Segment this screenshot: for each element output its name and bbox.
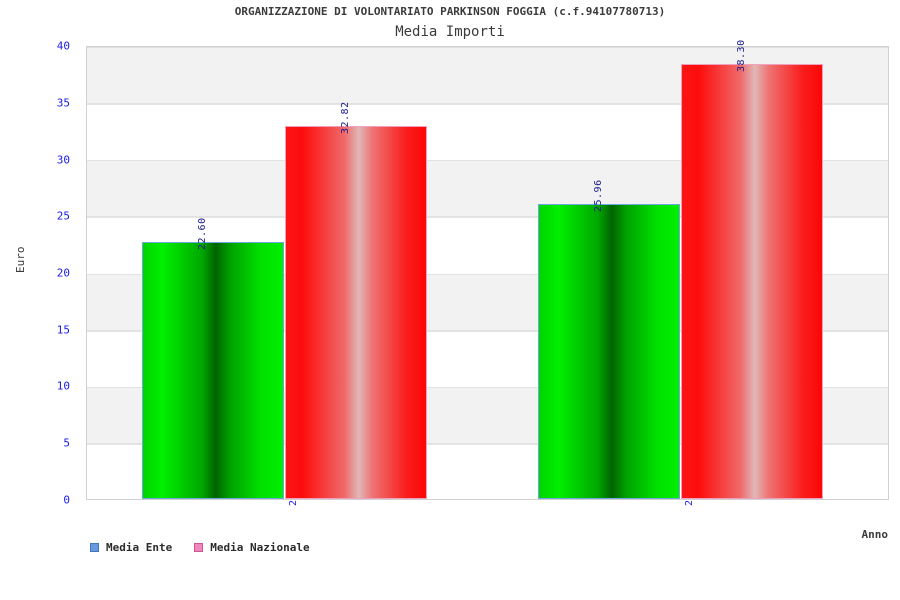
gridline-35 <box>87 104 888 105</box>
y-tick-40: 40 <box>56 39 70 53</box>
chart-subtitle: Media Importi <box>395 24 505 40</box>
value-label-ente-2023: 22.60 <box>197 217 208 250</box>
bar-ente-2023[interactable] <box>142 242 284 499</box>
value-label-nazionale-2023: 32.82 <box>340 101 351 134</box>
chart-title: ORGANIZZAZIONE DI VOLONTARIATO PARKINSON… <box>234 5 666 18</box>
bar-nazionale-2023[interactable] <box>285 126 427 499</box>
legend-label-media-ente: Media Ente <box>106 541 173 554</box>
gridline-15 <box>87 331 888 332</box>
value-label-nazionale-2024: 38.30 <box>736 39 747 72</box>
y-tick-5: 5 <box>63 436 70 450</box>
legend-item-media-nazionale[interactable]: Media Nazionale <box>194 541 310 554</box>
y-tick-35: 35 <box>56 96 70 110</box>
gridline-25 <box>87 217 888 218</box>
bar-nazionale-2024[interactable] <box>681 64 823 499</box>
legend-swatch-icon-media-nazionale <box>194 543 204 552</box>
y-tick-10: 10 <box>56 379 70 393</box>
y-tick-25: 25 <box>56 209 70 223</box>
bar-ente-2024[interactable] <box>538 204 680 499</box>
value-label-ente-2024: 25.96 <box>593 179 604 212</box>
legend-swatch-icon-media-ente <box>90 543 99 552</box>
y-tick-30: 30 <box>56 153 70 167</box>
gridline-5 <box>87 444 888 445</box>
y-tick-20: 20 <box>56 266 70 280</box>
legend-item-media-ente[interactable]: Media Ente <box>90 541 172 554</box>
x-axis-label: Anno <box>861 528 889 541</box>
legend-label-media-nazionale: Media Nazionale <box>210 541 310 554</box>
y-tick-15: 15 <box>56 323 70 337</box>
plot-area: 22.60 32.82 25.96 38.30 <box>86 39 889 500</box>
chart-legend: Media Ente Media Nazionale <box>90 541 310 554</box>
y-tick-0: 0 <box>63 493 70 507</box>
